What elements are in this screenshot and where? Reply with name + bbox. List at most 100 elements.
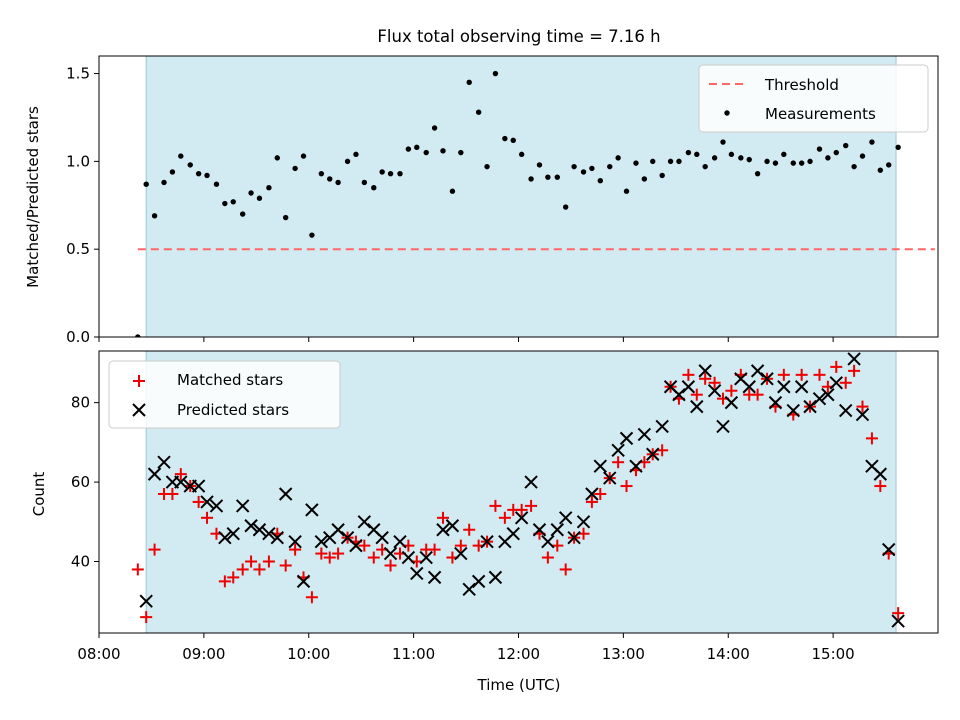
measurement-point [502,135,508,142]
predicted-star-point [278,487,293,501]
measurement-point [458,149,464,156]
matched-star-point [131,563,144,576]
measurement-point [335,179,341,186]
xtick-label: 14:00 [707,645,750,663]
matched-star-point [830,360,843,373]
measurement-point [195,170,202,177]
top-ytick-label: 1.0 [66,152,90,170]
measurement-point [528,176,534,182]
matched-star-point [384,559,397,572]
predicted-star-point [357,515,372,529]
predicted-star-point [707,384,722,398]
measurement-point [414,144,420,151]
predicted-star-point [760,372,774,386]
measurement-point [440,148,446,154]
xtick-label: 11:00 [392,645,435,663]
matched-star-point [498,511,511,524]
predicted-star-point [690,399,704,414]
matched-star-point [525,499,538,512]
predicted-star-point [786,403,800,418]
measurement-point [825,155,831,161]
matched-star-point [856,400,869,413]
matched-star-point [708,376,721,389]
measurement-point [135,334,141,337]
top-y-axis-label: Matched/Predicted stars [24,106,42,288]
bottom-panel: 40 60 80 08:00 09:00 10:00 11:00 12:00 13:00 14:… [30,350,939,694]
measurement-point [204,172,210,179]
predicted-star-point [262,526,276,541]
measurement-point [895,144,901,151]
legend-measurement-marker [724,110,730,116]
measurement-point [397,170,403,177]
predicted-star-point [480,534,494,549]
legend-predicted-marker [132,403,146,417]
predicted-star-point [716,419,730,434]
measurement-point [423,149,429,156]
matched-star-point [839,376,852,389]
measurement-point [169,169,176,175]
measurement-point [282,214,289,221]
measurement-point [492,70,499,77]
predicted-star-point [532,523,547,537]
bottom-ytick-label: 40 [71,553,90,571]
matched-star-point [463,523,476,536]
measurement-point [344,158,351,165]
predicted-star-point [794,380,809,394]
measurement-point [213,181,220,187]
measurement-point [545,174,551,180]
predicted-star-point [419,550,433,565]
matched-star-point [865,432,878,445]
predicted-star-point [410,566,424,581]
measurement-point [859,153,866,159]
matched-star-point [795,368,808,381]
xtick-label: 13:00 [602,645,645,663]
matched-star-point [690,388,703,401]
measurement-point [607,163,613,170]
matched-star-point [323,551,336,564]
predicted-star-point [331,523,345,537]
predicted-star-point [839,403,853,418]
predicted-star-point [576,515,591,529]
predicted-star-point [637,427,652,442]
measurement-point [562,204,569,210]
measurement-point [274,155,280,161]
measurement-point [327,176,333,182]
predicted-star-point [524,475,538,489]
measurement-point [667,158,674,165]
measurement-point [387,170,394,177]
measurement-point [187,162,193,168]
measurement-point [449,188,456,194]
matched-star-point [848,364,861,377]
measurement-point [641,176,648,182]
matched-star-point [140,611,153,624]
matched-star-point [699,372,712,385]
matched-star-point [682,368,695,381]
predicted-star-point [349,538,363,553]
measurement-point [833,149,839,156]
predicted-star-point [209,499,224,513]
measurement-point [623,188,630,194]
measurement-point [554,174,561,180]
matched-star-point [585,495,598,508]
xtick-label: 09:00 [182,645,225,663]
xtick-label: 12:00 [497,645,540,663]
matched-star-point [454,539,467,552]
measurement-point [371,185,377,191]
measurement-point [877,167,884,173]
predicted-star-point [672,387,686,402]
predicted-star-point [541,534,555,549]
predicted-star-point [514,511,529,525]
measurement-point [248,190,254,196]
predicted-star-point [655,419,669,434]
matched-star-point [227,571,240,584]
measurement-point [589,165,595,172]
measurement-point [239,211,246,217]
predicted-star-point [296,574,311,589]
measurement-point [720,139,726,145]
measurement-point [597,177,604,184]
measurement-point [754,170,761,177]
measurement-point [292,165,298,172]
measurement-point [405,146,412,152]
measurement-point [361,179,368,186]
measurement-point [466,79,472,86]
